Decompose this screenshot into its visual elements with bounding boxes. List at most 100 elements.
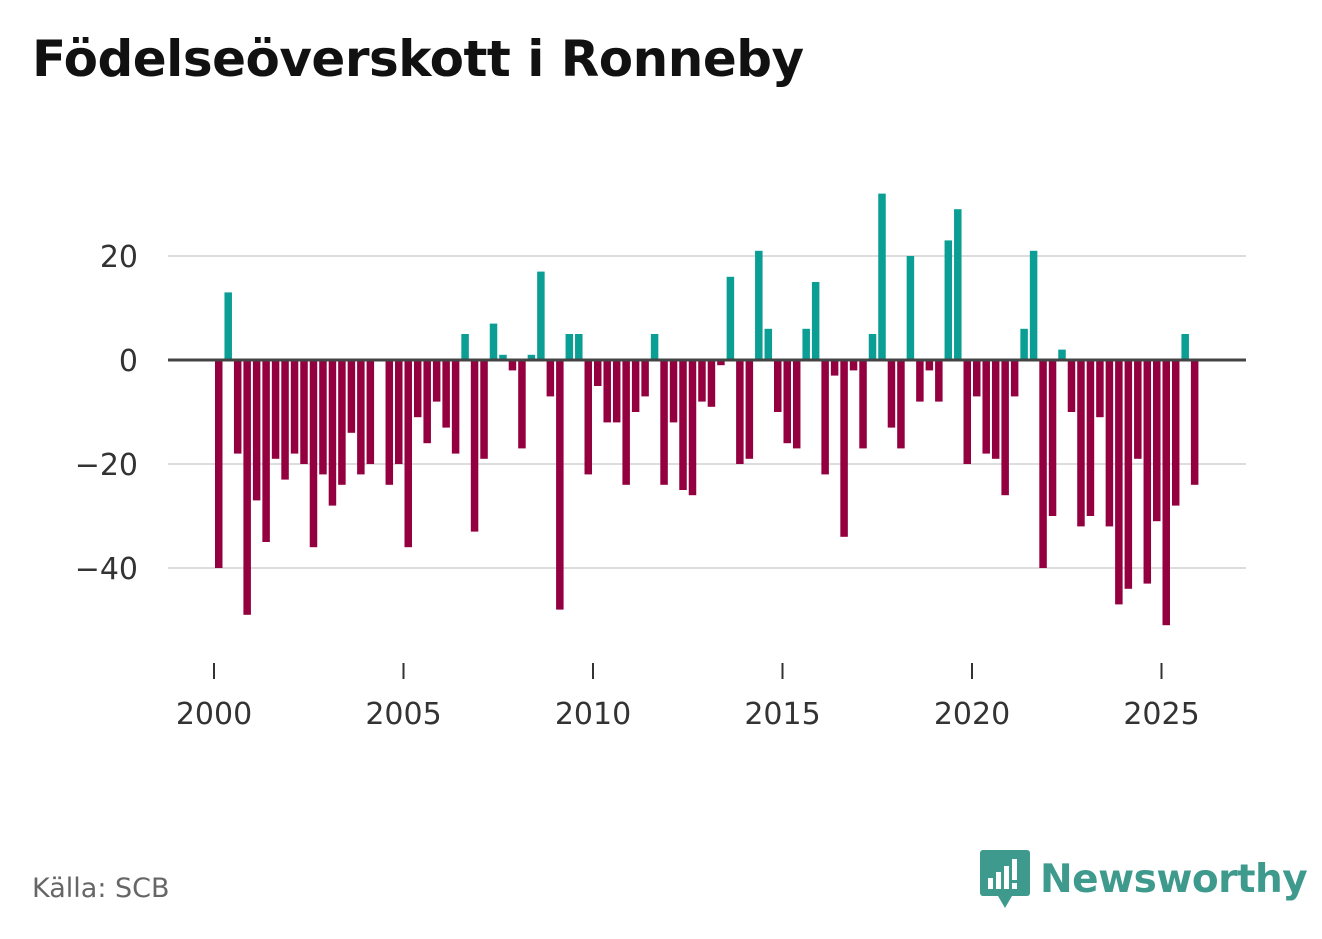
bar-negative xyxy=(214,360,223,568)
bar-negative xyxy=(698,360,706,402)
x-tick-label: 2020 xyxy=(934,697,1010,732)
bar-negative xyxy=(688,360,697,496)
x-tick-label: 2025 xyxy=(1123,697,1199,732)
bar-negative xyxy=(1115,360,1123,605)
y-tick-label: −40 xyxy=(75,552,138,587)
bar-negative xyxy=(290,360,299,454)
bar-negative xyxy=(451,360,460,454)
bar-negative xyxy=(233,360,242,454)
bar-negative xyxy=(518,360,526,449)
bar-positive xyxy=(878,193,886,360)
bar-negative xyxy=(1048,360,1057,516)
bar-negative xyxy=(1096,360,1104,418)
bar-negative xyxy=(319,360,327,475)
bar-positive xyxy=(1029,250,1038,360)
bar-positive xyxy=(537,271,545,360)
bar-negative xyxy=(1086,360,1095,516)
bar-negative xyxy=(972,360,981,397)
bar-negative xyxy=(745,360,754,459)
bar-negative xyxy=(660,360,668,485)
bar-positive xyxy=(1020,328,1028,360)
bar-negative xyxy=(736,360,744,464)
bar-negative xyxy=(347,360,356,433)
bar-negative xyxy=(1039,360,1047,568)
bar-negative xyxy=(887,360,896,428)
bar-positive xyxy=(1181,334,1189,360)
bar-negative xyxy=(707,360,716,407)
bar-negative xyxy=(432,360,441,402)
bar-negative xyxy=(1153,360,1161,522)
bar-negative xyxy=(1067,360,1076,412)
bar-negative xyxy=(1190,360,1199,485)
bar-negative xyxy=(1134,360,1142,459)
bar-negative xyxy=(423,360,431,444)
bar-positive xyxy=(1058,349,1066,360)
bar-negative xyxy=(859,360,867,449)
bar-negative xyxy=(849,360,858,371)
bar-negative xyxy=(612,360,621,423)
bar-positive xyxy=(527,354,536,360)
bar-negative xyxy=(413,360,422,418)
bar-negative xyxy=(1171,360,1180,506)
bar-negative xyxy=(262,360,270,542)
bar-negative xyxy=(792,360,801,449)
bar-positive xyxy=(954,209,962,360)
bar-negative xyxy=(982,360,990,454)
bar-positive xyxy=(650,334,659,360)
bar-negative xyxy=(281,360,289,480)
bar-negative xyxy=(309,360,318,548)
bar-negative xyxy=(300,360,308,464)
bar-negative xyxy=(1162,360,1170,626)
bar-negative xyxy=(442,360,450,428)
y-tick-label: 20 xyxy=(100,240,138,275)
bar-positive xyxy=(755,250,763,360)
bar-negative xyxy=(508,360,517,371)
bars xyxy=(214,193,1199,626)
x-tick-label: 2015 xyxy=(744,697,820,732)
bar-negative xyxy=(593,360,602,386)
bar-positive xyxy=(764,328,773,360)
bar-negative xyxy=(556,360,564,610)
brand-logo[interactable]: Newsworthy xyxy=(980,850,1308,908)
bar-positive xyxy=(726,276,735,360)
bar-negative xyxy=(935,360,943,402)
gridlines xyxy=(168,255,1246,569)
bar-negative xyxy=(1124,360,1133,589)
bar-negative xyxy=(897,360,905,449)
bar-positive xyxy=(868,334,877,360)
bar-negative xyxy=(546,360,555,397)
bar-negative xyxy=(641,360,649,397)
bar-negative xyxy=(1077,360,1085,527)
bar-negative xyxy=(821,360,829,475)
bar-negative xyxy=(774,360,782,412)
bar-negative xyxy=(1105,360,1114,527)
bar-negative xyxy=(338,360,346,485)
bar-negative xyxy=(925,360,934,371)
bar-negative xyxy=(963,360,972,464)
bar-positive xyxy=(224,292,232,360)
y-tick-label: −20 xyxy=(75,448,138,483)
bar-positive xyxy=(489,323,498,360)
bar-positive xyxy=(802,328,810,360)
chart-title: Födelseöverskott i Ronneby xyxy=(32,30,804,88)
bar-negative xyxy=(669,360,678,423)
x-tick-label: 2010 xyxy=(555,697,631,732)
bar-negative xyxy=(1010,360,1019,397)
bar-negative xyxy=(622,360,630,485)
x-axis: 2000 2005 2010 2015 2020 2025 xyxy=(176,663,1200,732)
bar-positive xyxy=(906,256,915,360)
bar-negative xyxy=(271,360,280,459)
bar-negative xyxy=(783,360,791,444)
bar-negative xyxy=(252,360,261,501)
bar-negative xyxy=(603,360,611,423)
bar-negative xyxy=(357,360,365,475)
x-tick-label: 2000 xyxy=(176,697,252,732)
bar-negative xyxy=(830,360,839,376)
bar-negative xyxy=(584,360,593,475)
bar-negative xyxy=(366,360,375,464)
bar-negative xyxy=(243,360,251,615)
bar-negative xyxy=(840,360,848,537)
bar-positive xyxy=(461,334,469,360)
bar-negative xyxy=(916,360,924,402)
